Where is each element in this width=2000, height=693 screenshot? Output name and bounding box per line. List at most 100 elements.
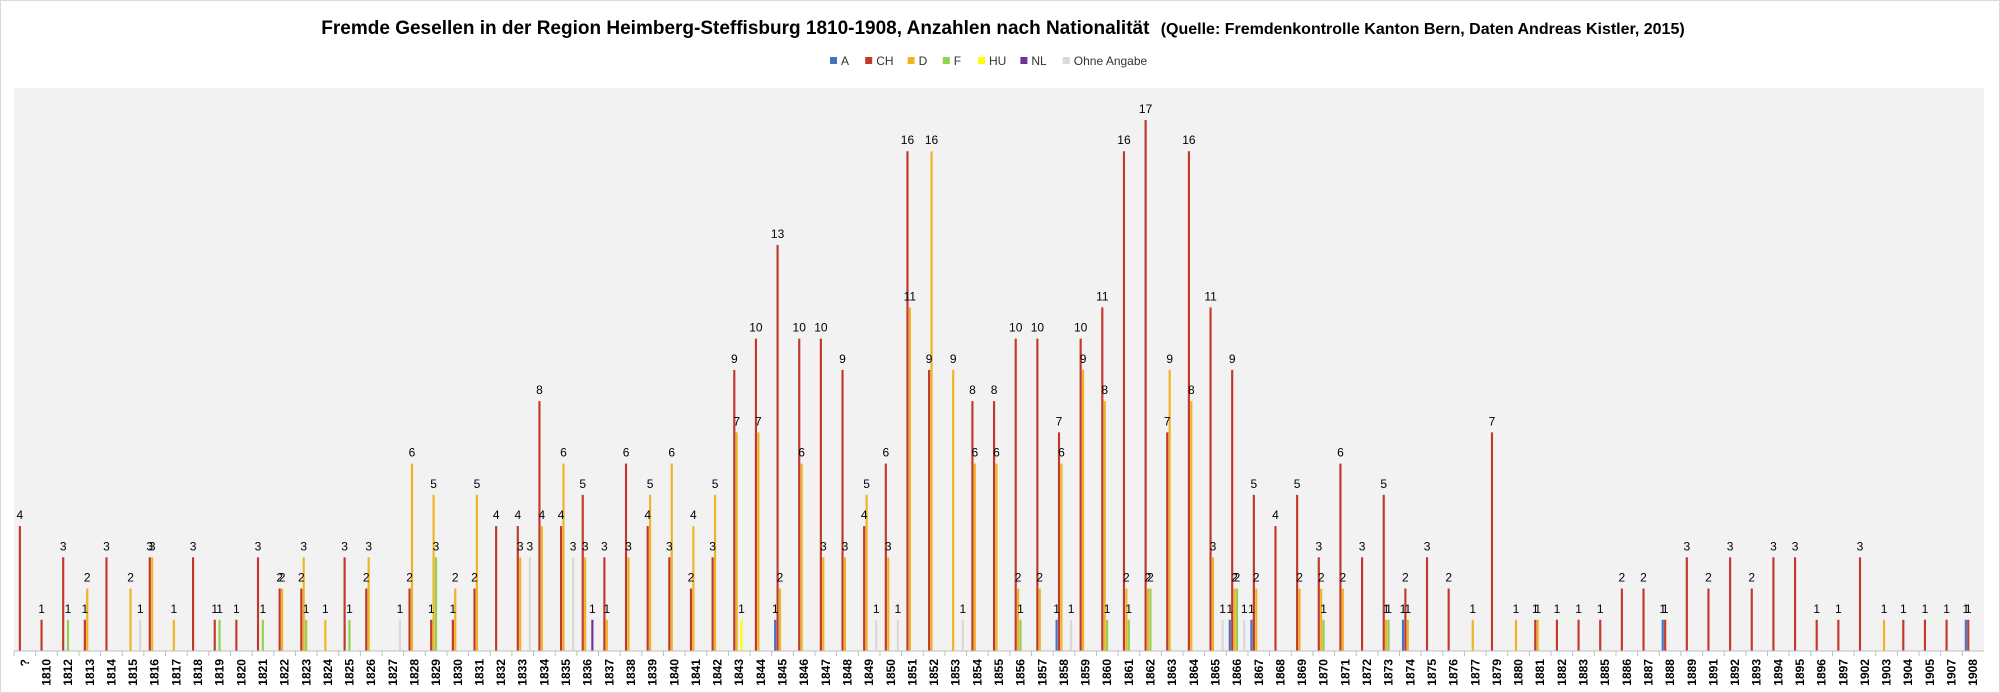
x-tick-label-unknown: ? [18,659,32,666]
data-label-d-1835: 6 [560,446,567,460]
data-label-a-1858: 1 [1053,602,1060,616]
bar-ch-1886 [1620,588,1623,651]
data-label-f-1821: 1 [259,602,266,616]
bar-ch-1835 [560,526,563,651]
x-tick-label-1864: 1864 [1187,659,1201,686]
x-tick-label-1881: 1881 [1533,659,1547,686]
x-tick-label-1844: 1844 [754,659,768,686]
bar-d-1854 [973,463,976,651]
data-label-ch-1855: 8 [991,383,998,397]
x-tick-label-1873: 1873 [1382,659,1396,686]
data-label-d-1853: 9 [950,352,957,366]
data-label-ch-1838: 6 [623,446,630,460]
data-label-d-1855: 6 [993,446,1000,460]
data-label-ch-1823: 2 [298,571,305,585]
bar-ch-1845 [776,244,779,651]
x-tick-label-1880: 1880 [1512,659,1526,686]
data-label-ch-1847: 10 [814,321,828,335]
bar-ch-1852 [928,369,931,651]
bar-ch-1870 [1317,557,1320,651]
data-label-a-1866: 1 [1226,602,1233,616]
data-label-d-1877: 1 [1469,602,1476,616]
data-label-f-1860: 1 [1104,602,1111,616]
bar-ch-1883 [1577,619,1580,651]
x-tick-label-1877: 1877 [1468,659,1482,686]
bar-ch-1854 [971,401,974,651]
bar-d-1880 [1514,619,1518,651]
bar-ohne-angabe-1858 [1069,619,1073,651]
bar-d-1849 [865,494,868,651]
data-label-ch-1869: 5 [1294,477,1301,491]
data-label-ch-1872: 3 [1359,539,1366,553]
bar-d-1852 [930,151,933,652]
bar-ch-1819 [213,619,216,651]
data-label-d-1864: 8 [1188,383,1195,397]
data-label-ch-1835: 4 [558,508,565,522]
x-tick-label-1858: 1858 [1057,659,1071,686]
bar-ch-1865 [1209,307,1212,651]
bar-ch-1872 [1361,557,1364,651]
x-tick-label-1837: 1837 [602,659,616,686]
bar-f-1866 [1235,588,1239,651]
bar-f-1819 [218,619,221,651]
data-label-d-1860: 8 [1101,383,1108,397]
bar-ch-1863 [1166,432,1169,651]
bar-d-1841 [692,526,695,651]
data-label-d-1863: 9 [1166,352,1173,366]
data-label-ch-1883: 1 [1575,602,1582,616]
data-label-ch-1908: 1 [1965,602,1972,616]
x-tick-label-1836: 1836 [581,659,595,686]
data-label-ch-1825: 3 [341,539,348,553]
x-tick-label-1879: 1879 [1490,659,1504,686]
data-label-ch-1836: 5 [579,477,586,491]
data-label-d-1842: 5 [712,477,719,491]
x-tick-label-1865: 1865 [1208,659,1222,686]
x-tick-label-1829: 1829 [429,659,443,686]
data-label-ch-1834: 8 [536,383,543,397]
bar-ohne-angabe-1833 [528,557,531,651]
bar-d-1844 [757,432,760,651]
bar-d-1823 [302,557,305,651]
bar-d-1822 [281,588,284,651]
bar-d-1848 [843,557,847,651]
legend-item-hu: HU [978,54,1006,68]
bar-d-1870 [1320,588,1323,651]
bar-ch-unknown [18,526,21,651]
bar-ch-1838 [624,463,628,651]
x-tick-label-1852: 1852 [927,659,941,686]
bar-ch-1891 [1707,588,1710,651]
data-label-ch-1812: 3 [60,539,67,553]
data-label-ch-1839: 4 [644,508,651,522]
chart-title: Fremde Gesellen in der Region Heimberg-S… [321,18,1684,39]
bar-f-1873 [1387,619,1390,651]
bar-ohne-angabe-1853 [961,619,964,651]
bar-ch-1893 [1750,588,1753,651]
data-label-ch-1862: 17 [1139,102,1153,116]
bar-a-1908 [1964,619,1967,651]
bar-f-1823 [305,619,308,651]
data-label-ch-1892: 3 [1727,539,1734,553]
bar-d-1846 [800,463,803,651]
data-label-d-1829: 5 [430,477,437,491]
x-tick-label-1854: 1854 [970,659,984,686]
bars [18,120,1970,652]
data-label-ch-1845: 13 [771,227,785,241]
bar-d-1837 [605,619,608,651]
bar-d-1838 [627,557,630,651]
bar-d-1833 [519,557,522,651]
x-tick-label-1885: 1885 [1598,659,1612,686]
x-tick-label-1887: 1887 [1641,659,1655,686]
data-label-ch-1857: 10 [1031,321,1045,335]
bar-f-1825 [348,619,351,651]
data-label-d-1847: 3 [820,539,827,553]
chart-title-main: Fremde Gesellen in der Region Heimberg-S… [321,18,1150,39]
bar-d-1869 [1298,588,1301,651]
data-label-ch-1879: 7 [1489,414,1496,428]
x-tick-label-1859: 1859 [1079,659,1093,686]
x-tick-label-1824: 1824 [321,659,335,686]
bar-d-1840 [670,463,673,651]
data-label-d-1851: 11 [904,289,917,303]
data-label-ch-1887: 2 [1640,571,1647,585]
x-tick-label-1838: 1838 [624,659,638,686]
data-label-d-1873: 1 [1383,602,1390,616]
